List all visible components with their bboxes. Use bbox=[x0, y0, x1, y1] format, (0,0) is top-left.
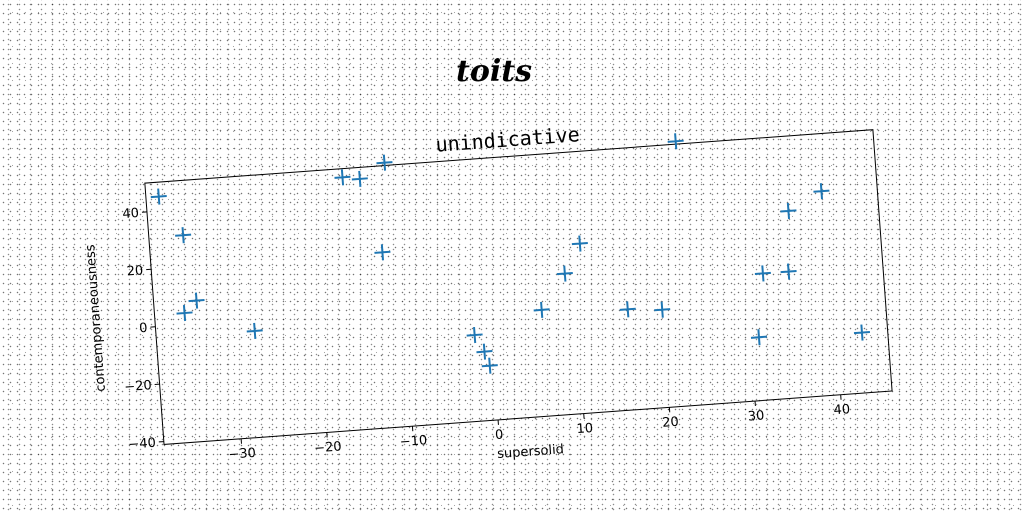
chart-title: unindicative bbox=[435, 122, 581, 157]
x-tick-label: 0 bbox=[495, 428, 504, 444]
y-tick-label: 0 bbox=[139, 321, 148, 337]
data-point bbox=[176, 304, 193, 322]
plot-frame bbox=[144, 129, 893, 445]
data-point bbox=[853, 324, 871, 341]
y-tick-label: −40 bbox=[128, 436, 156, 453]
data-point bbox=[750, 329, 768, 346]
x-tick-label: 20 bbox=[662, 415, 680, 431]
x-axis-label: supersolid bbox=[497, 442, 565, 462]
data-point bbox=[813, 183, 830, 200]
y-axis-label: contemporaneousness bbox=[83, 244, 109, 393]
data-point bbox=[175, 227, 192, 244]
data-point bbox=[481, 357, 498, 374]
data-point bbox=[150, 188, 167, 205]
x-tick-label: −10 bbox=[399, 433, 427, 450]
x-tick-label: −30 bbox=[228, 446, 256, 463]
data-point bbox=[466, 326, 483, 344]
y-tick-label: 20 bbox=[126, 263, 144, 279]
y-tick-label: 40 bbox=[122, 206, 140, 222]
data-point bbox=[188, 292, 205, 309]
x-tick-label: 40 bbox=[833, 402, 851, 418]
x-tick-label: 30 bbox=[747, 408, 765, 424]
data-point bbox=[654, 301, 671, 318]
data-point bbox=[619, 301, 636, 318]
data-point bbox=[533, 301, 550, 318]
data-point bbox=[780, 202, 797, 219]
data-point bbox=[334, 169, 351, 186]
data-point bbox=[351, 170, 368, 187]
data-point bbox=[754, 265, 771, 282]
data-point bbox=[556, 265, 573, 282]
x-tick-label: 10 bbox=[576, 421, 594, 437]
data-point bbox=[246, 322, 263, 340]
data-point bbox=[780, 263, 797, 280]
x-tick-label: −20 bbox=[314, 439, 342, 456]
y-tick-label: −20 bbox=[124, 378, 152, 395]
data-point bbox=[571, 235, 588, 252]
data-point bbox=[374, 244, 391, 261]
page-title: toits bbox=[455, 54, 532, 89]
data-point bbox=[667, 133, 684, 150]
data-point bbox=[376, 154, 393, 171]
data-point bbox=[476, 343, 493, 360]
